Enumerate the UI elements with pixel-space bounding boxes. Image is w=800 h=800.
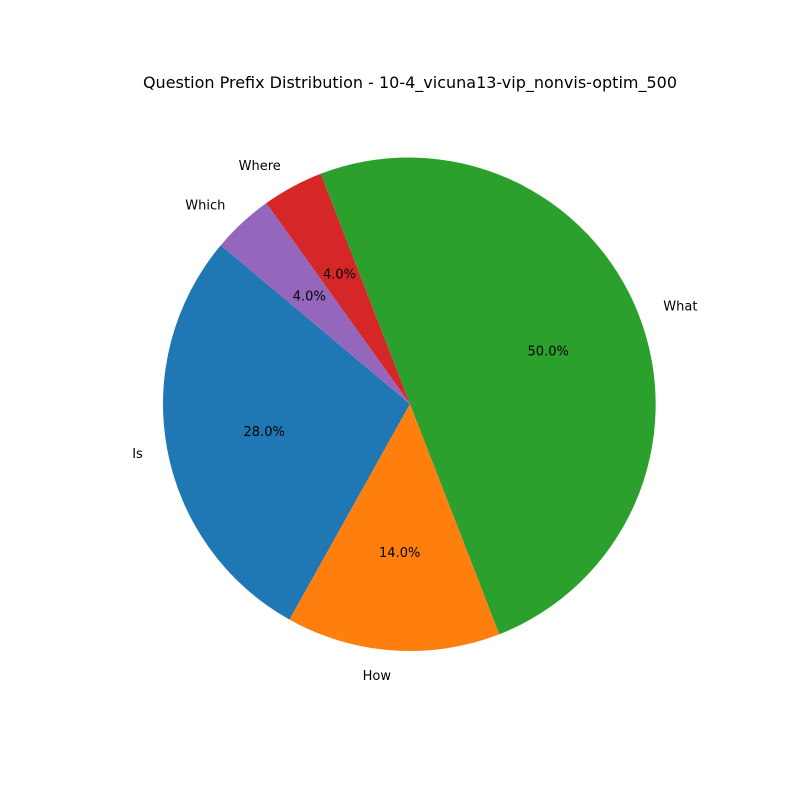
slice-label-is: Is <box>132 447 143 462</box>
pie-slice-what <box>320 157 656 635</box>
slice-label-which: Which <box>185 199 225 214</box>
slice-label-how: How <box>363 669 392 684</box>
slice-percent-what: 50.0% <box>528 344 569 359</box>
pie-slice-where <box>266 173 410 404</box>
pie-slice-how <box>289 404 500 651</box>
slice-percent-how: 14.0% <box>379 546 420 561</box>
slice-label-where: Where <box>239 159 281 174</box>
pie-slice-which <box>220 203 410 404</box>
slice-percent-where: 4.0% <box>323 268 356 283</box>
slice-percent-is: 28.0% <box>244 425 285 440</box>
chart-title: Question Prefix Distribution - 10-4_vicu… <box>143 73 677 93</box>
pie-slice-is <box>163 245 410 620</box>
slice-percent-which: 4.0% <box>293 289 326 304</box>
pie-labels: Is 28.0% How 14.0% What 50.0% Where 4.0% Which 4.… <box>132 159 697 684</box>
slice-label-what: What <box>663 300 697 315</box>
pie-slices <box>163 157 656 651</box>
